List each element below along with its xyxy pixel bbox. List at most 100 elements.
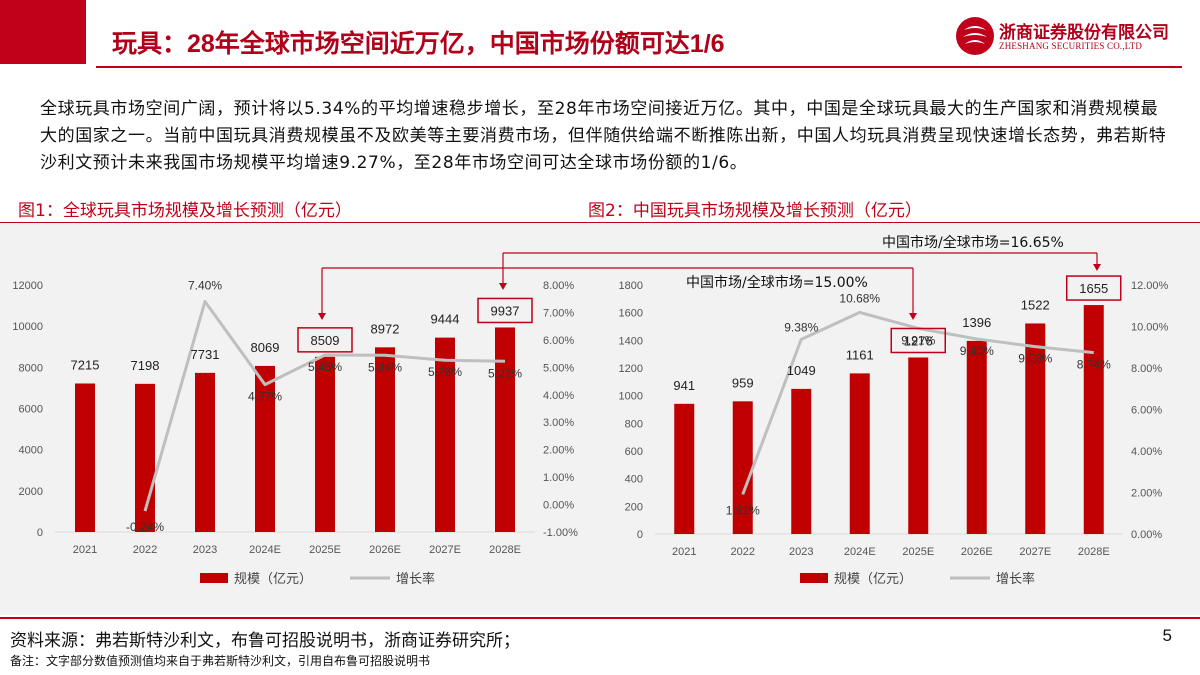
y2-tick-label: 1.00% bbox=[543, 472, 574, 484]
y2-tick-label: 7.00% bbox=[543, 307, 574, 319]
company-logo: 浙商证券股份有限公司 ZHESHANG SECURITIES CO.,LTD bbox=[955, 14, 1185, 58]
share-annotation-overlay: 中国市场/全球市场=15.00% 中国市场/全球市场=16.65% bbox=[318, 234, 1101, 320]
x-tick-label: 2027E bbox=[429, 544, 461, 556]
bar-value-label: 7215 bbox=[71, 357, 100, 372]
y2-tick-label: 0.00% bbox=[1131, 529, 1162, 541]
growth-rate-label: 1.91% bbox=[726, 503, 760, 517]
x-tick-label: 2028E bbox=[1078, 546, 1110, 558]
x-tick-label: 2026E bbox=[369, 544, 401, 556]
bar-value-label: 959 bbox=[732, 375, 754, 390]
figure2-title: 图2：中国玩具市场规模及增长预测（亿元） bbox=[588, 201, 922, 221]
bar bbox=[1025, 323, 1046, 534]
arrowhead-2028-global bbox=[499, 283, 507, 290]
y-tick-label: 1400 bbox=[619, 335, 643, 347]
y-tick-label: 8000 bbox=[19, 362, 43, 374]
x-tick-label: 2021 bbox=[73, 544, 97, 556]
x-tick-label: 2023 bbox=[789, 546, 813, 558]
legend-bar-label: 规模（亿元） bbox=[834, 572, 912, 587]
logo-emblem-icon bbox=[956, 17, 994, 55]
y-tick-label: 0 bbox=[37, 527, 43, 539]
header-accent-block bbox=[0, 0, 86, 64]
global-toy-market-chart: 0 2000 4000 6000 8000 10000 12000 -1.00% 0.00% 1.… bbox=[12, 278, 578, 587]
bar-value-label: 8509 bbox=[311, 333, 340, 348]
growth-rate-label: 10.68% bbox=[839, 291, 880, 305]
growth-rate-label: 9.38% bbox=[784, 320, 818, 334]
bar-value-label: 1049 bbox=[787, 363, 816, 378]
bar-value-label: 7198 bbox=[131, 358, 160, 373]
x-tick-label: 2023 bbox=[193, 544, 217, 556]
bar bbox=[849, 373, 870, 534]
y-tick-label: 1200 bbox=[619, 363, 643, 375]
y-tick-label: 0 bbox=[637, 529, 643, 541]
y2-tick-label: 2.00% bbox=[543, 445, 574, 457]
y2-tick-label: 0.00% bbox=[543, 500, 574, 512]
growth-rate-label: 9.91% bbox=[901, 333, 935, 347]
growth-rate-label: 7.40% bbox=[188, 278, 222, 292]
share-2025-label: 中国市场/全球市场=15.00% bbox=[686, 274, 868, 291]
y2-tick-label: 5.00% bbox=[543, 362, 574, 374]
y-tick-label: 1800 bbox=[619, 280, 643, 292]
highlight-box bbox=[297, 327, 353, 353]
footer-divider bbox=[0, 617, 1200, 619]
legend-line-label: 增长率 bbox=[996, 571, 1035, 587]
header-divider bbox=[96, 66, 1182, 68]
x-tick-label: 2024E bbox=[844, 546, 876, 558]
bar-value-label: 1655 bbox=[1079, 281, 1108, 296]
x-tick-label: 2027E bbox=[1019, 546, 1051, 558]
bar bbox=[674, 403, 695, 534]
y2-tick-label: 3.00% bbox=[543, 417, 574, 429]
bar bbox=[908, 357, 929, 534]
y2-tick-label: 2.00% bbox=[1131, 488, 1162, 500]
bar-value-label: 1522 bbox=[1021, 297, 1050, 312]
x-tick-label: 2024E bbox=[249, 544, 281, 556]
highlight-box bbox=[890, 327, 946, 354]
y-tick-label: 1000 bbox=[619, 391, 643, 403]
y2-tick-label: 6.00% bbox=[543, 335, 574, 347]
arrowhead-2025-global bbox=[318, 313, 326, 320]
china-toy-market-chart: 0 200 400 600 800 1000 1200 1400 1600 1800 0.00% 2.… bbox=[619, 275, 1169, 587]
legend-bar-label: 规模（亿元） bbox=[234, 572, 312, 587]
bar bbox=[732, 401, 753, 534]
y2-tick-label: 4.00% bbox=[1131, 446, 1162, 458]
y-tick-label: 6000 bbox=[19, 404, 43, 416]
y2-tick-label: -1.00% bbox=[543, 527, 578, 539]
y-tick-label: 1600 bbox=[619, 308, 643, 320]
bar-value-label: 1276 bbox=[904, 333, 933, 348]
bar bbox=[75, 383, 95, 532]
legend-bar-swatch bbox=[800, 573, 828, 583]
growth-rate-label: 5.22% bbox=[488, 366, 522, 380]
bar bbox=[791, 388, 812, 534]
bar-value-label: 7731 bbox=[191, 347, 220, 362]
growth-rate-label: 9.03% bbox=[1018, 352, 1052, 366]
y-tick-label: 400 bbox=[625, 474, 643, 486]
page-number: 5 bbox=[1162, 626, 1172, 645]
bar-value-label: 9444 bbox=[431, 312, 460, 327]
y-tick-label: 200 bbox=[625, 501, 643, 513]
y-tick-label: 2000 bbox=[19, 486, 43, 498]
bar bbox=[315, 356, 335, 532]
y-tick-label: 10000 bbox=[12, 321, 43, 333]
y-tick-label: 4000 bbox=[19, 445, 43, 457]
highlight-box bbox=[477, 297, 533, 324]
x-tick-label: 2021 bbox=[672, 546, 696, 558]
logo-english-name: ZHESHANG SECURITIES CO.,LTD bbox=[999, 41, 1143, 51]
y2-tick-label: 4.00% bbox=[543, 390, 574, 402]
x-tick-label: 2026E bbox=[961, 546, 993, 558]
growth-rate-label: 9.40% bbox=[960, 344, 994, 358]
bar bbox=[966, 340, 987, 534]
y-tick-label: 600 bbox=[625, 446, 643, 458]
bar-value-label: 8069 bbox=[251, 340, 280, 355]
bar bbox=[255, 365, 275, 532]
y2-tick-label: 6.00% bbox=[1131, 405, 1162, 417]
page-title: 玩具：28年全球市场空间近万亿，中国市场份额可达1/6 bbox=[112, 30, 725, 58]
x-tick-label: 2022 bbox=[731, 546, 755, 558]
source-note: 资料来源：弗若斯特沙利文，布鲁可招股说明书，浙商证券研究所； bbox=[10, 631, 520, 651]
share-2028-label: 中国市场/全球市场=16.65% bbox=[882, 234, 1064, 251]
arrowhead-2025-china bbox=[909, 313, 917, 320]
bar-value-label: 8972 bbox=[371, 321, 400, 336]
bar-value-label: 1161 bbox=[846, 347, 874, 362]
y2-tick-label: 8.00% bbox=[543, 280, 574, 292]
x-tick-label: 2022 bbox=[133, 544, 157, 556]
figure-title-divider bbox=[0, 222, 1200, 223]
bar bbox=[195, 372, 215, 532]
